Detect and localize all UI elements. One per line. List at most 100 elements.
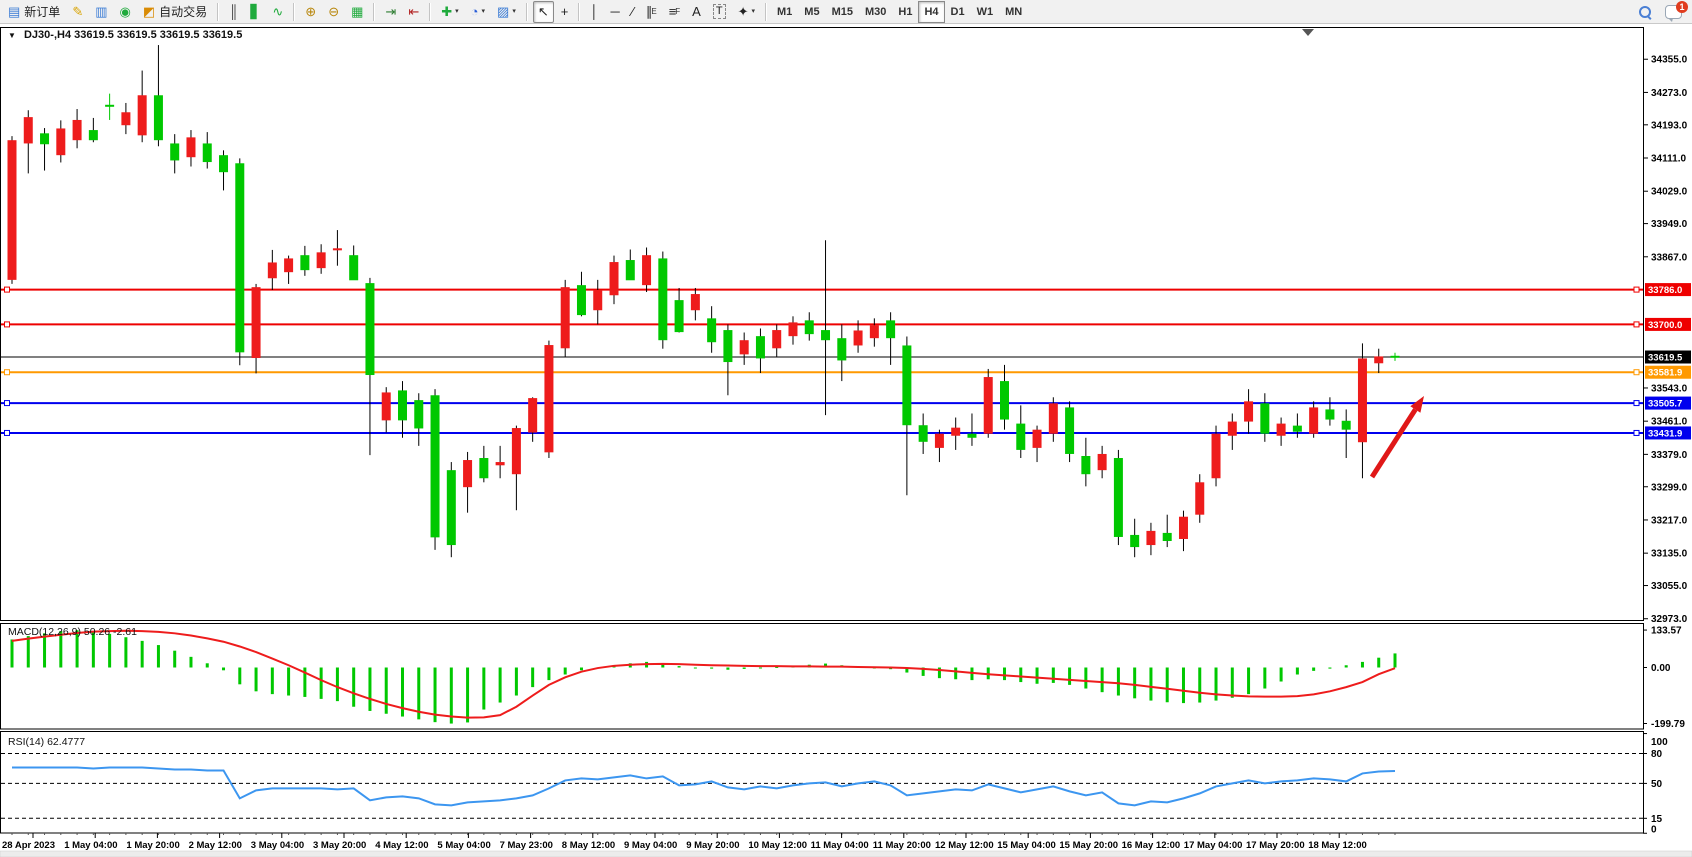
macd-histogram-bar — [1051, 667, 1055, 683]
symbol-dropdown-icon[interactable]: ▼ — [8, 31, 16, 40]
chart-shift-icon: ⇥ — [385, 3, 397, 19]
candle-body — [1227, 421, 1237, 436]
price-label-33505.7: 33505.7 — [1648, 399, 1682, 410]
toolbar-separator — [578, 2, 581, 21]
macd-histogram-bar — [1344, 665, 1348, 668]
candle-body — [267, 262, 277, 279]
bar-chart-button[interactable]: ║ — [224, 1, 243, 23]
candle-body — [544, 345, 554, 453]
signals-button[interactable]: ◉ — [115, 1, 136, 23]
macd-histogram-bar — [1116, 667, 1120, 696]
candle-body — [1016, 423, 1026, 450]
line-chart-button[interactable]: ∿ — [267, 1, 288, 23]
time-label: 11 May 04:00 — [811, 840, 869, 851]
timeframe-mn-button[interactable]: MN — [1005, 5, 1023, 18]
market-watch-button[interactable]: ▥ — [90, 1, 112, 23]
chart-shift-button[interactable]: ⇥ — [380, 1, 401, 23]
vertical-line-button[interactable]: │ — [585, 1, 603, 23]
text-button[interactable]: A — [687, 1, 706, 23]
templates-button[interactable]: ▨ ▾ — [492, 1, 521, 23]
notifications-icon[interactable]: 1 — [1665, 0, 1688, 22]
timeframe-m30-button[interactable]: M30 — [864, 5, 887, 18]
candlestick-chart-button[interactable]: ▋ — [245, 1, 265, 23]
candle-body — [1195, 482, 1205, 515]
zoom-out-button[interactable]: ⊖ — [323, 1, 344, 23]
crosshair-button[interactable]: + — [556, 1, 574, 23]
new-order-button[interactable]: ▤ 新订单 — [3, 1, 65, 23]
macd-histogram-bar — [1360, 661, 1364, 668]
macd-histogram-bar — [400, 667, 404, 717]
candle-body — [284, 258, 294, 273]
chart-shift-marker[interactable] — [1302, 29, 1314, 36]
time-label: 18 May 12:00 — [1308, 840, 1367, 851]
search-icon-ring — [1639, 5, 1651, 18]
zoom-in-button[interactable]: ⊕ — [300, 1, 321, 23]
timeframe-w1-button[interactable]: W1 — [976, 5, 994, 18]
macd-pane[interactable] — [0, 623, 1644, 730]
macd-histogram-bar — [303, 667, 307, 697]
macd-histogram-bar — [384, 667, 388, 714]
auto-scroll-button[interactable]: ⇤ — [403, 1, 424, 23]
candle-body — [235, 163, 245, 353]
timeframe-d1-button[interactable]: D1 — [950, 5, 965, 18]
macd-histogram-bar — [1084, 667, 1088, 689]
rsi-tick-label: 50 — [1651, 779, 1663, 790]
time-label: 4 May 12:00 — [375, 840, 428, 851]
rsi-tick-label: 100 — [1651, 737, 1668, 748]
horizontal-line-button[interactable]: ─ — [605, 1, 624, 23]
indicators-button[interactable]: ✚ ▾ — [436, 1, 463, 23]
autotrade-button[interactable]: ◩ 自动交易 — [138, 1, 212, 23]
text-label-button[interactable]: T — [708, 1, 731, 23]
candle-body — [967, 433, 977, 438]
candle-body — [934, 433, 944, 448]
macd-histogram-bar — [156, 645, 160, 668]
trend-arrow-shaft[interactable] — [1369, 408, 1418, 479]
timeframe-h1-button[interactable]: H1 — [898, 5, 913, 18]
macd-histogram-bar — [173, 650, 177, 668]
price-label-box — [1645, 283, 1691, 297]
macd-histogram-bar — [514, 667, 518, 696]
periods-button-dropdown-icon[interactable]: ▾ — [481, 7, 486, 15]
cursor-button[interactable]: ↖ — [532, 0, 554, 23]
candle-body — [853, 330, 863, 346]
tile-windows-button[interactable]: ▦ — [346, 1, 368, 23]
candle-body — [593, 289, 603, 311]
styler-button[interactable]: ✎ — [67, 1, 88, 23]
templates-icon: ▨ — [497, 3, 510, 19]
timeframe-h4-button[interactable]: H4 — [918, 0, 945, 23]
hline-anchor — [4, 400, 10, 407]
candle-body — [1065, 407, 1075, 454]
candle-body — [40, 133, 50, 145]
candle-body — [658, 258, 668, 341]
templates-button-dropdown-icon[interactable]: ▾ — [512, 7, 516, 15]
timeframe-m5-button[interactable]: M5 — [804, 5, 820, 18]
timeframe-m1-button[interactable]: M1 — [777, 5, 793, 18]
candle-body — [528, 398, 538, 433]
time-label: 10 May 12:00 — [748, 840, 807, 851]
rsi-tick-label: 80 — [1651, 749, 1663, 760]
macd-histogram-bar — [222, 667, 226, 671]
candle-body — [1276, 423, 1286, 436]
shapes-button-dropdown-icon[interactable]: ▾ — [751, 7, 755, 15]
macd-histogram-bar — [775, 666, 779, 668]
indicators-button-dropdown-icon[interactable]: ▾ — [455, 7, 459, 15]
timeframe-m15-button[interactable]: M15 — [831, 5, 853, 18]
candle-body — [837, 338, 847, 361]
search-icon[interactable] — [1639, 5, 1652, 20]
price-tick-label: 33461.0 — [1651, 417, 1688, 428]
fibonacci-button[interactable]: ≡ F — [664, 1, 685, 23]
periods-button[interactable]: ◔ ▾ — [466, 1, 490, 23]
autotrade-button-label: 自动交易 — [159, 4, 208, 19]
candle-body — [1162, 532, 1172, 542]
channel-button[interactable]: ∥ E — [641, 1, 662, 23]
toolbar-separator — [373, 2, 376, 21]
shapes-button[interactable]: ✦ ▾ — [733, 1, 760, 23]
tile-windows-icon: ▦ — [351, 3, 364, 19]
macd-histogram-bar — [1247, 667, 1251, 695]
trendline-button[interactable]: ∕ — [627, 1, 639, 23]
time-label: 8 May 12:00 — [562, 840, 615, 851]
price-tick-label: 33135.0 — [1651, 549, 1688, 560]
notifications-icon-tail — [1668, 17, 1673, 22]
trend-arrow-head — [1410, 396, 1424, 413]
